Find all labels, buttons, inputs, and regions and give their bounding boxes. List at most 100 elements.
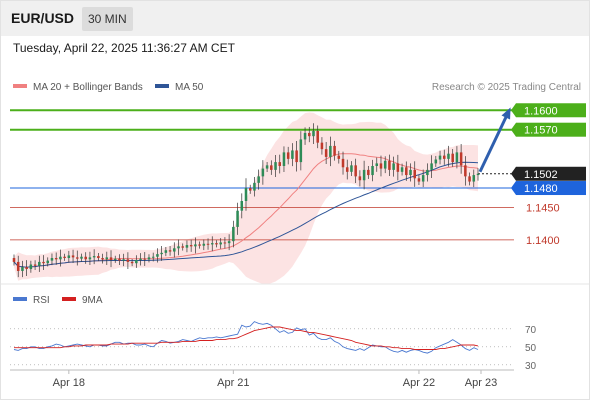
candle-body	[345, 167, 349, 172]
candle-body	[367, 169, 370, 176]
candle	[198, 241, 201, 249]
rsi-tick-50: 50	[525, 343, 537, 354]
candle	[299, 131, 303, 171]
candle	[358, 170, 362, 187]
candle	[33, 260, 37, 271]
rsi-legend-label: RSI	[33, 295, 50, 306]
candle	[113, 255, 117, 263]
x-tick-apr-22: Apr 22	[403, 377, 435, 389]
rsi-legend: RSI 9MA	[13, 295, 103, 306]
candle-body	[80, 256, 83, 259]
candle-body	[194, 244, 197, 247]
candle-body	[164, 250, 168, 253]
candle	[50, 253, 54, 266]
candle-body	[206, 243, 210, 245]
candle	[38, 255, 41, 272]
candle	[54, 252, 58, 265]
candle	[341, 151, 345, 175]
candle	[308, 126, 311, 143]
candle-body	[42, 261, 45, 264]
candle-body	[257, 176, 260, 183]
candle	[350, 161, 353, 177]
candle	[303, 127, 307, 145]
candle	[421, 169, 425, 188]
candle-body	[21, 267, 24, 271]
candle-body	[320, 142, 324, 150]
candle-body	[282, 152, 286, 166]
chart-timestamp: Tuesday, April 22, 2025 11:36:27 AM CET	[13, 41, 235, 55]
candle-body	[400, 167, 404, 172]
candle-body	[223, 242, 227, 244]
timeframe-button[interactable]: 30 MIN	[82, 7, 133, 31]
candle	[76, 250, 79, 266]
candle	[253, 177, 256, 197]
candle-body	[299, 139, 303, 163]
candle	[430, 155, 433, 178]
candle	[367, 165, 370, 179]
candle	[468, 172, 471, 186]
candle-body	[118, 258, 121, 261]
candle-body	[189, 245, 193, 247]
candle	[236, 202, 239, 235]
candle-body	[139, 258, 142, 260]
chart-header: EUR/USD 30 MIN	[0, 0, 590, 36]
candle-body	[324, 149, 328, 157]
candle	[118, 254, 121, 265]
candle-body	[97, 256, 100, 259]
candle	[451, 148, 454, 167]
candle-body	[126, 259, 130, 262]
candle-body	[198, 244, 201, 246]
candle-body	[430, 163, 433, 170]
x-tick-apr-21: Apr 21	[217, 377, 249, 389]
candle-body	[426, 169, 429, 176]
candle	[194, 237, 197, 254]
candle-body	[413, 169, 416, 179]
candle-body	[438, 155, 442, 160]
candle-body	[468, 176, 471, 182]
candle	[379, 155, 383, 177]
candle-body	[442, 155, 446, 159]
candle-body	[76, 257, 79, 259]
candle	[392, 156, 395, 177]
candle	[101, 253, 104, 264]
candle	[21, 260, 24, 278]
candle-body	[168, 250, 172, 252]
candle	[438, 150, 442, 165]
candle-body	[109, 257, 113, 260]
candle-body	[358, 176, 362, 181]
candle	[147, 254, 151, 263]
candle-body	[248, 188, 252, 191]
candle	[16, 255, 20, 278]
candle-body	[29, 264, 33, 270]
rsi-ma-line	[14, 326, 479, 350]
candle-body	[236, 210, 239, 227]
candle	[160, 246, 163, 261]
candle-body	[143, 258, 147, 260]
candle-body	[177, 246, 180, 249]
candle	[248, 184, 252, 194]
candle	[92, 249, 96, 265]
candle	[257, 169, 260, 190]
candle	[388, 154, 391, 177]
candle	[455, 146, 459, 169]
candle	[426, 163, 429, 182]
candle	[215, 240, 218, 248]
candle-body	[278, 162, 282, 166]
candle-body	[101, 258, 104, 260]
candle	[270, 160, 273, 175]
candle	[333, 140, 336, 161]
candle-body	[240, 200, 244, 211]
candle-body	[434, 159, 438, 164]
candle-body	[455, 152, 459, 163]
candle-body	[210, 243, 214, 245]
candle	[126, 252, 130, 270]
candle	[337, 150, 341, 164]
candle	[135, 255, 138, 268]
candle	[354, 158, 357, 184]
ma50-legend-label: MA 50	[175, 82, 204, 93]
level-tag-1-1480	[516, 181, 586, 196]
forecast-arrow-head	[501, 107, 511, 120]
candle	[434, 155, 438, 167]
candle-body	[350, 165, 353, 172]
candle-body	[295, 150, 298, 163]
